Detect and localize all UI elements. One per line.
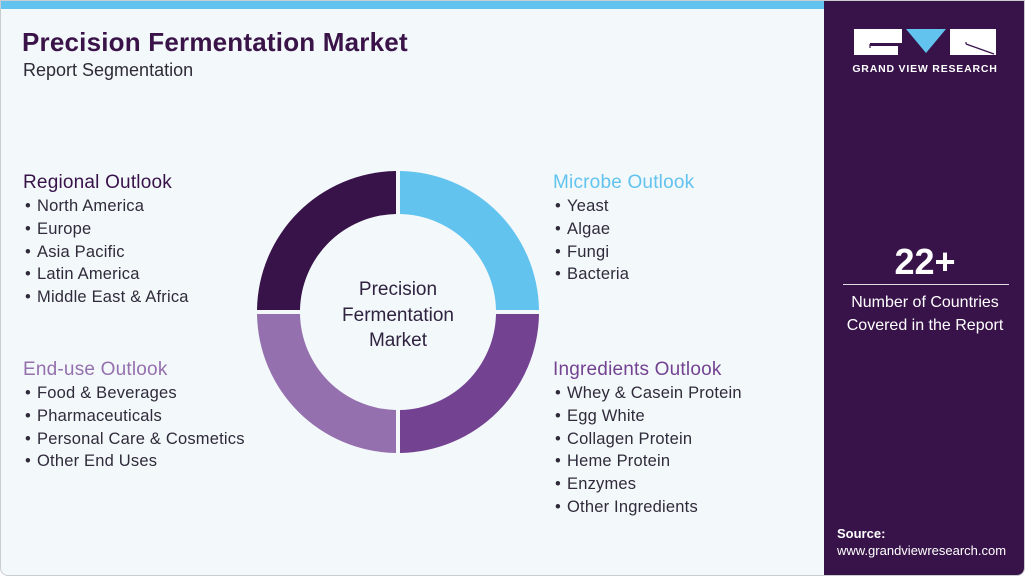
bullet-icon: •: [555, 452, 561, 471]
source-link[interactable]: www.grandviewresearch.com: [837, 543, 1007, 558]
source-label: Source:: [837, 526, 886, 541]
list-item: • Yeast: [553, 195, 694, 218]
list-item: • Algae: [553, 218, 694, 241]
list-item: • Collagen Protein: [553, 428, 742, 451]
regional-outlook-group: Regional Outlook • North America • Europe …: [23, 171, 189, 309]
enduse-outlook-group: End-use Outlook • Food & Beverages • Pharm…: [23, 358, 245, 473]
bullet-icon: •: [555, 265, 561, 284]
bullet-icon: •: [25, 265, 31, 284]
list-item: • Food & Beverages: [23, 382, 245, 405]
bullet-icon: •: [25, 242, 31, 261]
donut-segment-enduse: [257, 314, 396, 453]
logo-wordmark: GRAND VIEW RESEARCH: [852, 63, 998, 75]
ingredients-outlook-heading: Ingredients Outlook: [553, 359, 722, 380]
list-item: • Pharmaceuticals: [23, 405, 245, 428]
bullet-icon: •: [555, 242, 561, 261]
gvr-logo-icon: [854, 29, 996, 55]
sidebar-panel: GRAND VIEW RESEARCH 22+ Number of Countr…: [824, 1, 1024, 575]
bullet-icon: •: [555, 475, 561, 494]
ingredients-outlook-group: Ingredients Outlook • Whey & Casein Prote…: [553, 358, 742, 519]
donut-center-label: Precision Fermentation Market: [342, 279, 454, 351]
stat-divider: [843, 284, 1009, 285]
microbe-outlook-list: • Yeast • Algae • Fungi • Bacteria: [553, 195, 694, 286]
donut-segment-ingredients: [400, 314, 539, 453]
list-item: • Personal Care & Cosmetics: [23, 428, 245, 451]
bullet-icon: •: [555, 429, 561, 448]
bullet-icon: •: [25, 219, 31, 238]
list-item: • Whey & Casein Protein: [553, 382, 742, 405]
list-item: • Fungi: [553, 241, 694, 264]
bullet-icon: •: [25, 452, 31, 471]
enduse-outlook-heading: End-use Outlook: [23, 359, 168, 380]
donut-segment-microbe: [400, 171, 539, 310]
bullet-icon: •: [25, 429, 31, 448]
bullet-icon: •: [25, 197, 31, 215]
list-item: • Asia Pacific: [23, 241, 189, 264]
page-subtitle: Report Segmentation: [23, 60, 194, 80]
main-panel: Precision Fermentation Market Report Seg…: [1, 1, 824, 575]
microbe-outlook-group: Microbe Outlook • Yeast • Algae • Fungi • Ba…: [553, 171, 694, 286]
list-item: • Other End Uses: [23, 450, 245, 473]
list-item: • Enzymes: [553, 473, 742, 496]
segmentation-donut: [257, 171, 539, 453]
regional-outlook-heading: Regional Outlook: [23, 172, 172, 193]
page-title: Precision Fermentation Market: [22, 27, 408, 57]
bullet-icon: •: [555, 406, 561, 425]
list-item: • Middle East & Africa: [23, 286, 189, 309]
enduse-outlook-list: • Food & Beverages • Pharmaceuticals • Pers…: [23, 382, 245, 473]
bullet-icon: •: [555, 497, 561, 516]
list-item: • Egg White: [553, 405, 742, 428]
list-item: • Latin America: [23, 263, 189, 286]
microbe-outlook-heading: Microbe Outlook: [553, 172, 695, 193]
bullet-icon: •: [25, 384, 31, 402]
bullet-icon: •: [555, 219, 561, 238]
bullet-icon: •: [25, 406, 31, 425]
top-accent-bar: [1, 1, 824, 9]
countries-count: 22+: [894, 241, 956, 282]
regional-outlook-list: • North America • Europe • Asia Pacific • La…: [23, 195, 189, 309]
donut-segment-regional: [257, 171, 396, 310]
bullet-icon: •: [555, 384, 561, 402]
list-item: • Europe: [23, 218, 189, 241]
ingredients-outlook-list: • Whey & Casein Protein • Egg White • Colla…: [553, 382, 742, 519]
bullet-icon: •: [555, 197, 561, 215]
list-item: • Heme Protein: [553, 450, 742, 473]
list-item: • North America: [23, 195, 189, 218]
countries-label: Number of Countries Covered in the Repor…: [846, 294, 1004, 334]
list-item: • Other Ingredients: [553, 496, 742, 519]
bullet-icon: •: [25, 288, 31, 307]
list-item: • Bacteria: [553, 263, 694, 286]
